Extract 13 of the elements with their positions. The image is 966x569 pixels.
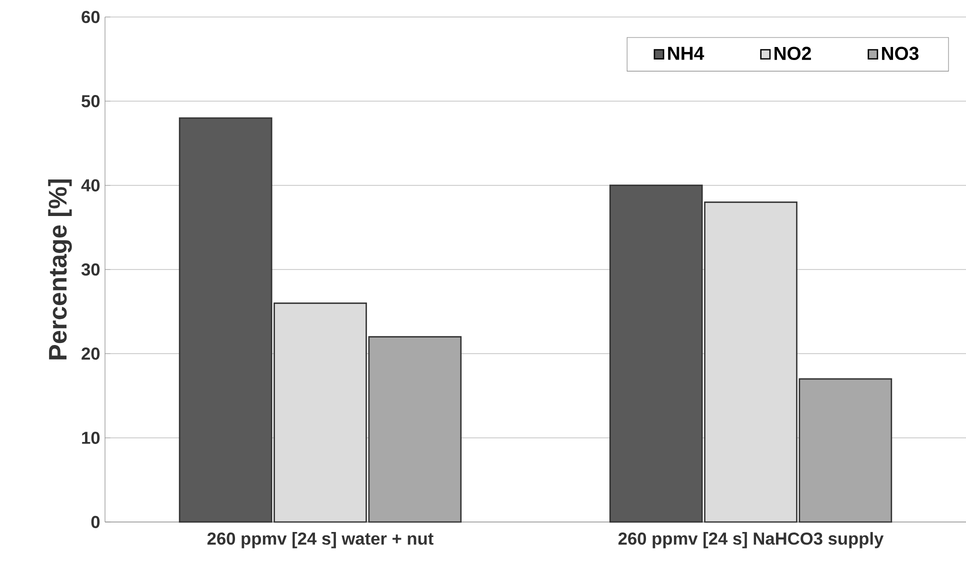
y-tick-label: 40	[81, 179, 100, 192]
x-tick-label: 260 ppmv [24 s] water + nut	[207, 532, 434, 548]
legend-label: NO2	[774, 46, 811, 60]
y-tick-label: 0	[91, 516, 100, 528]
y-tick-label: 20	[82, 348, 100, 360]
y-tick-label: 50	[82, 95, 100, 108]
x-tick-label: 260 ppmv [24 s] NaHCO3 supply	[618, 532, 884, 548]
y-tick-label: 30	[81, 263, 100, 276]
legend-label: NO3	[882, 46, 918, 60]
y-tick-label: 60	[82, 10, 100, 24]
y-tick-label: 10	[82, 432, 100, 444]
legend-label: NH4	[668, 46, 704, 60]
y-axis-title: Percentage [%]	[48, 179, 72, 360]
